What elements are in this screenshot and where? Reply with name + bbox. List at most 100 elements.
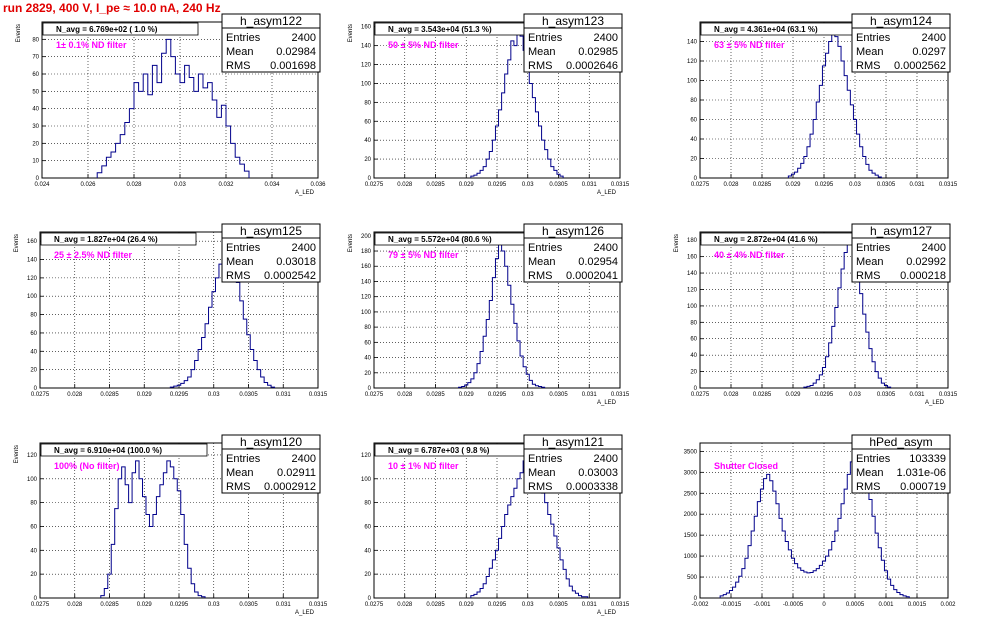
histogram-line [96,38,250,178]
run-title: run 2829, 400 V, I_pe ≈ 10.0 nA, 240 Hz [3,1,221,15]
stats-title: h_asym121 [542,435,604,449]
x-tick-label: 0.0285 [753,392,772,398]
stats-title: hPed_asym [869,435,932,449]
stats-value: 2400 [292,453,316,465]
x-tick-label: 0.0305 [877,392,896,398]
histogram-line [719,450,910,598]
navg-label: N_avg = 6.787e+03 ( 9.8 %) [388,446,490,455]
y-tick-label: 30 [32,124,39,130]
stats-value: 2400 [594,453,618,465]
x-tick-label: -0.0005 [783,602,804,608]
navg-box: N_avg = 5.572e+04 (80.6 %) [374,232,531,246]
x-tick-label: 0.0305 [877,182,896,188]
stats-value: 0.02911 [277,467,316,479]
stats-box: h_asym124 Entries 2400 Mean 0.0297 RMS 0.00025… [851,13,951,73]
stats-key: Entries [528,32,563,44]
navg-label: N_avg = 6.769e+02 ( 1.0 %) [56,25,158,34]
x-tick-label: 0.028 [126,182,142,188]
x-tick-label: 0.0305 [239,392,258,398]
y-tick-label: 40 [364,138,371,144]
y-axis-label: Events [14,234,20,252]
y-tick-label: 20 [30,368,37,374]
stats-key: RMS [226,60,250,72]
x-tick-label: 0.0015 [908,602,927,608]
histogram-h_asym127: 0.0275 0.028 0.0285 0.029 0.0295 0.03 0.0305 0.… [674,223,958,406]
x-tick-label: 0.0305 [239,602,258,608]
stats-value: 0.02984 [276,46,316,58]
y-tick-label: 80 [690,98,697,104]
x-tick-label: 0.0275 [31,392,50,398]
y-tick-label: 140 [27,258,38,264]
x-tick-label: 0.002 [940,602,956,608]
stats-key: RMS [226,481,250,493]
stats-value: 0.02992 [906,256,946,268]
x-tick-label: 0.0285 [753,182,772,188]
histogram-h_asym123: 0.0275 0.028 0.0285 0.029 0.0295 0.03 0.0305 0.… [348,13,630,196]
stats-value: 0.0002912 [264,481,316,493]
y-tick-label: 80 [364,501,371,507]
stats-value: 0.0002646 [566,60,618,72]
y-tick-label: 140 [361,279,372,285]
stats-key: RMS [856,60,880,72]
x-tick-label: 0.0295 [815,182,834,188]
x-tick-label: 0.028 [397,602,413,608]
y-tick-label: 40 [364,356,371,362]
stats-value: 2400 [292,32,316,44]
filter-label: 79 ± 5% ND filter [388,250,459,260]
stats-key: Entries [528,242,563,254]
x-tick-label: 0.029 [785,392,801,398]
y-tick-label: 100 [687,79,698,85]
x-tick-label: 0.029 [459,392,475,398]
histogram-line [803,239,892,388]
y-tick-label: 0 [368,176,372,182]
y-axis-label: Events [14,445,20,463]
y-tick-label: 40 [690,137,697,143]
stats-key: Entries [856,242,891,254]
x-tick-label: 0 [822,602,826,608]
x-axis-label: A_LED [597,610,617,616]
x-tick-label: 0.03 [522,602,534,608]
x-tick-label: 0.028 [67,392,83,398]
navg-box: N_avg = 1.827e+04 (26.4 %) [40,232,197,246]
y-tick-label: 120 [361,63,372,69]
x-tick-label: 0.0285 [426,602,445,608]
stats-key: RMS [856,270,880,282]
x-tick-label: 0.028 [723,392,739,398]
x-tick-label: 0.0305 [549,182,568,188]
histogram-line [458,242,546,388]
stats-value: 2400 [594,242,618,254]
filter-label: Shutter Closed [714,461,778,471]
y-tick-label: 60 [30,331,37,337]
navg-label: N_avg = 5.572e+04 (80.6 %) [388,235,492,244]
x-tick-label: 0.024 [34,182,50,188]
x-tick-label: 0.031 [276,392,292,398]
stats-value: 0.0002542 [264,270,316,282]
y-tick-label: 1000 [684,554,698,560]
x-tick-label: 0.0275 [365,392,384,398]
x-tick-label: 0.036 [310,182,326,188]
x-tick-label: 0.0285 [426,392,445,398]
y-axis-label: Events [348,234,354,252]
stats-value: 2400 [922,32,946,44]
x-tick-label: 0.03 [174,182,186,188]
y-tick-label: 60 [364,119,371,125]
x-tick-label: 0.031 [909,182,925,188]
y-tick-label: 1500 [684,533,698,539]
y-tick-label: 40 [32,107,39,113]
y-tick-label: 60 [364,524,371,530]
stats-value: 0.0002562 [894,60,946,72]
stats-key: Mean [528,46,556,58]
y-tick-label: 2000 [684,512,698,518]
y-tick-label: 60 [30,524,37,530]
stats-key: Entries [226,242,261,254]
stats-key: RMS [528,481,552,493]
navg-label: N_avg = 6.910e+04 (100.0 %) [54,446,162,455]
y-tick-label: 10 [32,159,39,165]
x-tick-label: 0.028 [397,182,413,188]
stats-value: 0.001698 [270,60,316,72]
stats-key: Mean [226,467,254,479]
y-tick-label: 0 [694,386,698,392]
filter-label: 25 ± 2.5% ND filter [54,250,132,260]
x-tick-label: 0.029 [459,602,475,608]
y-tick-label: 80 [364,100,371,106]
